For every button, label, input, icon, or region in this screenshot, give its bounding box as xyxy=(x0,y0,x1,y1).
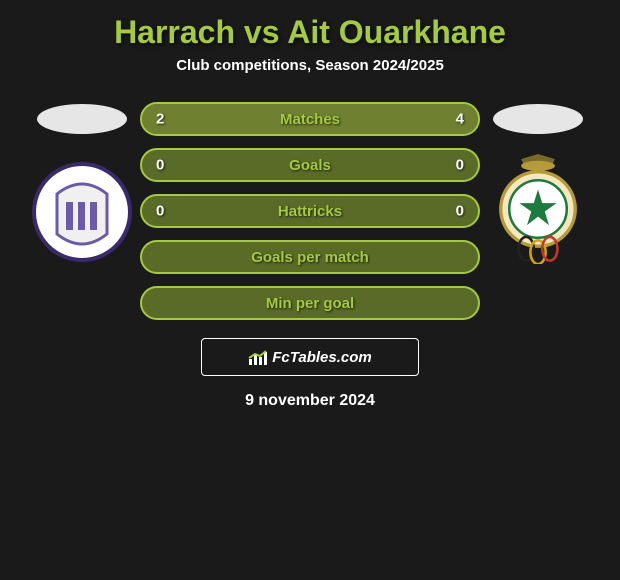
stats-area: 2 Matches 4 0 Goals 0 0 Hattricks 0 Goals per mat… xyxy=(0,102,620,320)
right-team-col xyxy=(488,102,588,264)
stat-label: Goals xyxy=(289,157,331,174)
stat-value-left: 0 xyxy=(156,203,164,220)
stat-label: Matches xyxy=(280,111,340,128)
page-title: Harrach vs Ait Ouarkhane xyxy=(0,0,620,57)
season-subtitle: Club competitions, Season 2024/2025 xyxy=(0,57,620,102)
comparison-card: Harrach vs Ait Ouarkhane Club competitio… xyxy=(0,0,620,410)
stat-label: Min per goal xyxy=(266,295,354,312)
brand-box: FcTables.com xyxy=(201,338,419,376)
left-team-oval xyxy=(37,104,127,134)
chart-icon xyxy=(248,349,268,365)
stat-value-left: 2 xyxy=(156,111,164,128)
stat-bar: 0 Hattricks 0 xyxy=(140,194,480,228)
stat-value-right: 4 xyxy=(456,111,464,128)
stat-value-right: 0 xyxy=(456,157,464,174)
left-team-badge xyxy=(32,154,132,264)
right-team-oval xyxy=(493,104,583,134)
brand-text: FcTables.com xyxy=(272,349,371,366)
stat-bars: 2 Matches 4 0 Goals 0 0 Hattricks 0 Goals per mat… xyxy=(140,102,480,320)
stat-bar: 0 Goals 0 xyxy=(140,148,480,182)
stat-value-left: 0 xyxy=(156,157,164,174)
right-team-badge xyxy=(488,154,588,264)
stat-label: Goals per match xyxy=(251,249,369,266)
stat-bar: 2 Matches 4 xyxy=(140,102,480,136)
stat-value-right: 0 xyxy=(456,203,464,220)
stat-bar: Min per goal xyxy=(140,286,480,320)
date-label: 9 november 2024 xyxy=(0,392,620,410)
left-team-col xyxy=(32,102,132,264)
stat-bar: Goals per match xyxy=(140,240,480,274)
stat-label: Hattricks xyxy=(278,203,342,220)
